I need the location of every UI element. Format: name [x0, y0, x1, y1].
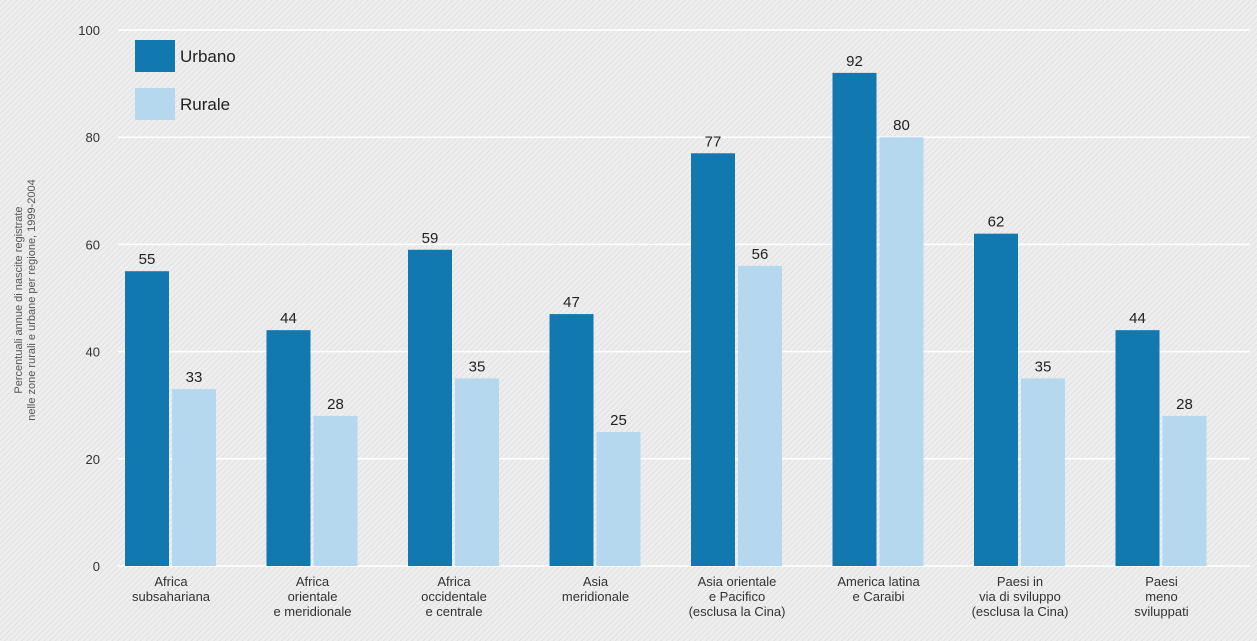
y-axis-label: Percentuali annue di nascite registraten… [13, 179, 38, 421]
bar [691, 153, 735, 566]
value-label: 28 [327, 396, 344, 413]
value-label: 77 [705, 133, 722, 150]
y-tick-label: 60 [86, 237, 100, 252]
value-label: 47 [563, 294, 580, 311]
x-tick-label: Paesi in via di sviluppo (esclusa la Cina) [972, 574, 1069, 619]
x-tick-label: Paesi meno sviluppati [1134, 574, 1188, 619]
value-label: 56 [752, 246, 769, 263]
bar [974, 233, 1018, 566]
bar [408, 249, 452, 566]
x-tick-label: America latina e Caraibi [837, 574, 920, 604]
y-tick-label: 0 [93, 559, 100, 574]
value-label: 44 [1129, 310, 1146, 327]
bar [1021, 378, 1065, 566]
x-tick-label: Asia orientale e Pacifico (esclusa la Cina… [689, 574, 786, 619]
x-tick-label: Africa occidentale e centrale [421, 574, 487, 619]
value-label: 80 [893, 117, 910, 134]
bar [172, 389, 216, 566]
y-tick-label: 100 [78, 23, 100, 38]
value-label: 25 [610, 412, 627, 429]
legend-label: Urbano [180, 47, 236, 66]
bar [1115, 330, 1160, 566]
value-label: 62 [988, 214, 1005, 231]
bar [125, 271, 169, 566]
value-label: 33 [186, 369, 203, 386]
value-label: 44 [280, 310, 297, 327]
bar [455, 378, 499, 566]
x-tick-label: Asia meridionale [562, 574, 629, 604]
bar [1162, 415, 1207, 566]
value-label: 59 [422, 230, 439, 247]
value-label: 35 [469, 358, 486, 375]
value-label: 35 [1035, 358, 1052, 375]
y-tick-label: 80 [86, 130, 100, 145]
legend-swatch [135, 88, 175, 120]
value-label: 28 [1176, 396, 1193, 413]
x-tick-label: Africa orientale e meridionale [273, 574, 351, 619]
y-tick-label: 20 [86, 452, 100, 467]
bar [266, 330, 311, 566]
value-label: 92 [846, 53, 863, 70]
bar [832, 72, 877, 566]
y-tick-label: 40 [86, 345, 100, 360]
legend-swatch [135, 40, 175, 72]
bar [313, 415, 358, 566]
x-tick-label: Africa subsahariana [132, 574, 211, 604]
value-label: 55 [139, 251, 156, 268]
bar [879, 137, 924, 566]
bar [549, 314, 594, 566]
bar [738, 265, 782, 566]
bar [596, 432, 641, 566]
legend-label: Rurale [180, 95, 230, 114]
